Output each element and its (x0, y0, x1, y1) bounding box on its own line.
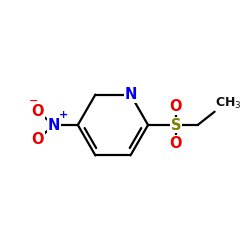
Text: S: S (171, 118, 181, 132)
Text: N: N (124, 87, 137, 102)
Text: +: + (59, 110, 68, 120)
Text: O: O (32, 104, 44, 119)
Text: −: − (29, 96, 38, 106)
Text: O: O (170, 136, 182, 151)
Text: O: O (170, 99, 182, 114)
Text: CH$_3$: CH$_3$ (215, 96, 242, 111)
Text: N: N (48, 118, 60, 132)
Text: O: O (32, 132, 44, 147)
